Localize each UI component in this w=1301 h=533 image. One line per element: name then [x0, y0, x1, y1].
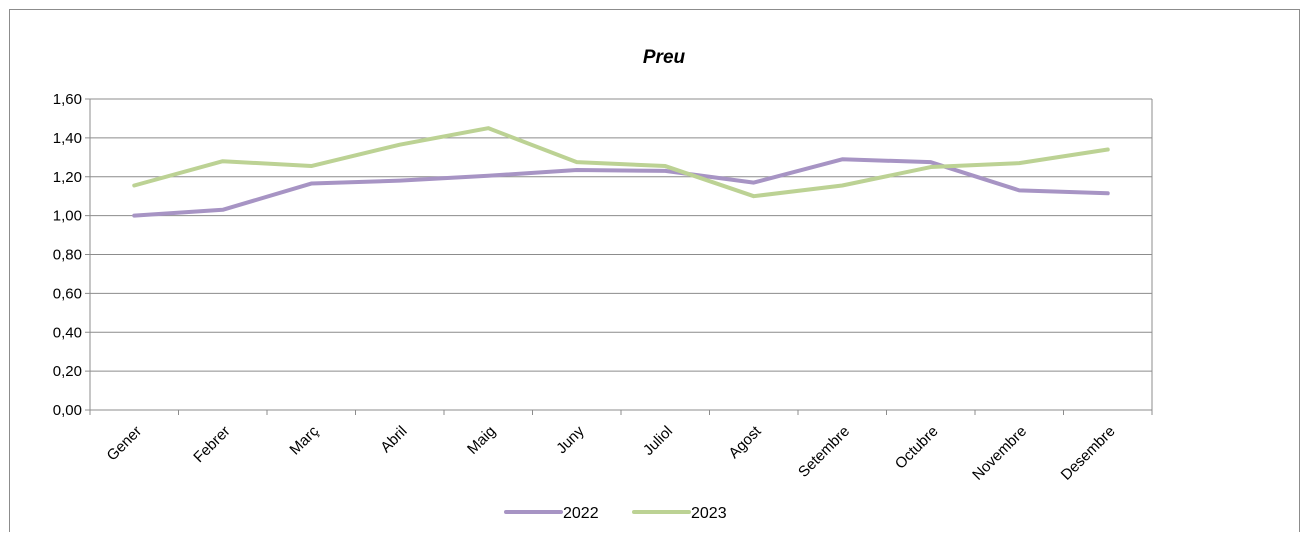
x-tick-label: Abril [377, 423, 410, 456]
y-tick-label: 0,60 [53, 285, 82, 302]
y-tick-label: 0,20 [53, 363, 82, 380]
x-tick-label: Novembre [969, 423, 1030, 484]
x-tick-label: Desembre [1058, 423, 1119, 484]
y-tick-label: 0,80 [53, 247, 82, 264]
series-layer [132, 126, 1110, 218]
y-tick-label: 1,20 [53, 169, 82, 186]
x-tick-label: Febrer [190, 423, 233, 466]
x-tick-label: Març [286, 422, 322, 458]
y-tick-label: 1,00 [53, 208, 82, 225]
y-tick-label: 0,40 [53, 324, 82, 341]
legend: 2022 2023 [504, 505, 727, 522]
y-tick-label: 1,40 [53, 130, 82, 147]
y-tick-label: 1,60 [53, 91, 82, 108]
x-tick-label: Setembre [795, 423, 853, 481]
chart-title: Preu [643, 47, 686, 68]
x-tick-label: Juliol [640, 423, 676, 459]
x-tick-label: Juny [553, 422, 588, 457]
x-tick-label: Agost [725, 422, 765, 462]
series-line-2022 [132, 157, 1110, 218]
legend-label: 2023 [691, 505, 727, 522]
grid-layer [90, 98, 1152, 411]
chart-frame [9, 9, 1300, 532]
x-tick-label: Maig [464, 423, 499, 458]
legend-label: 2022 [563, 505, 599, 522]
y-tick-label: 0,00 [53, 402, 82, 419]
axis-layer: 0,00 0,20 0,40 0,60 0,80 1,00 1,20 1,40 1,60 Gene… [53, 91, 1153, 484]
x-tick-label: Octubre [892, 423, 942, 473]
x-tick-label: Gener [104, 423, 146, 465]
series-line-2023 [132, 126, 1110, 199]
